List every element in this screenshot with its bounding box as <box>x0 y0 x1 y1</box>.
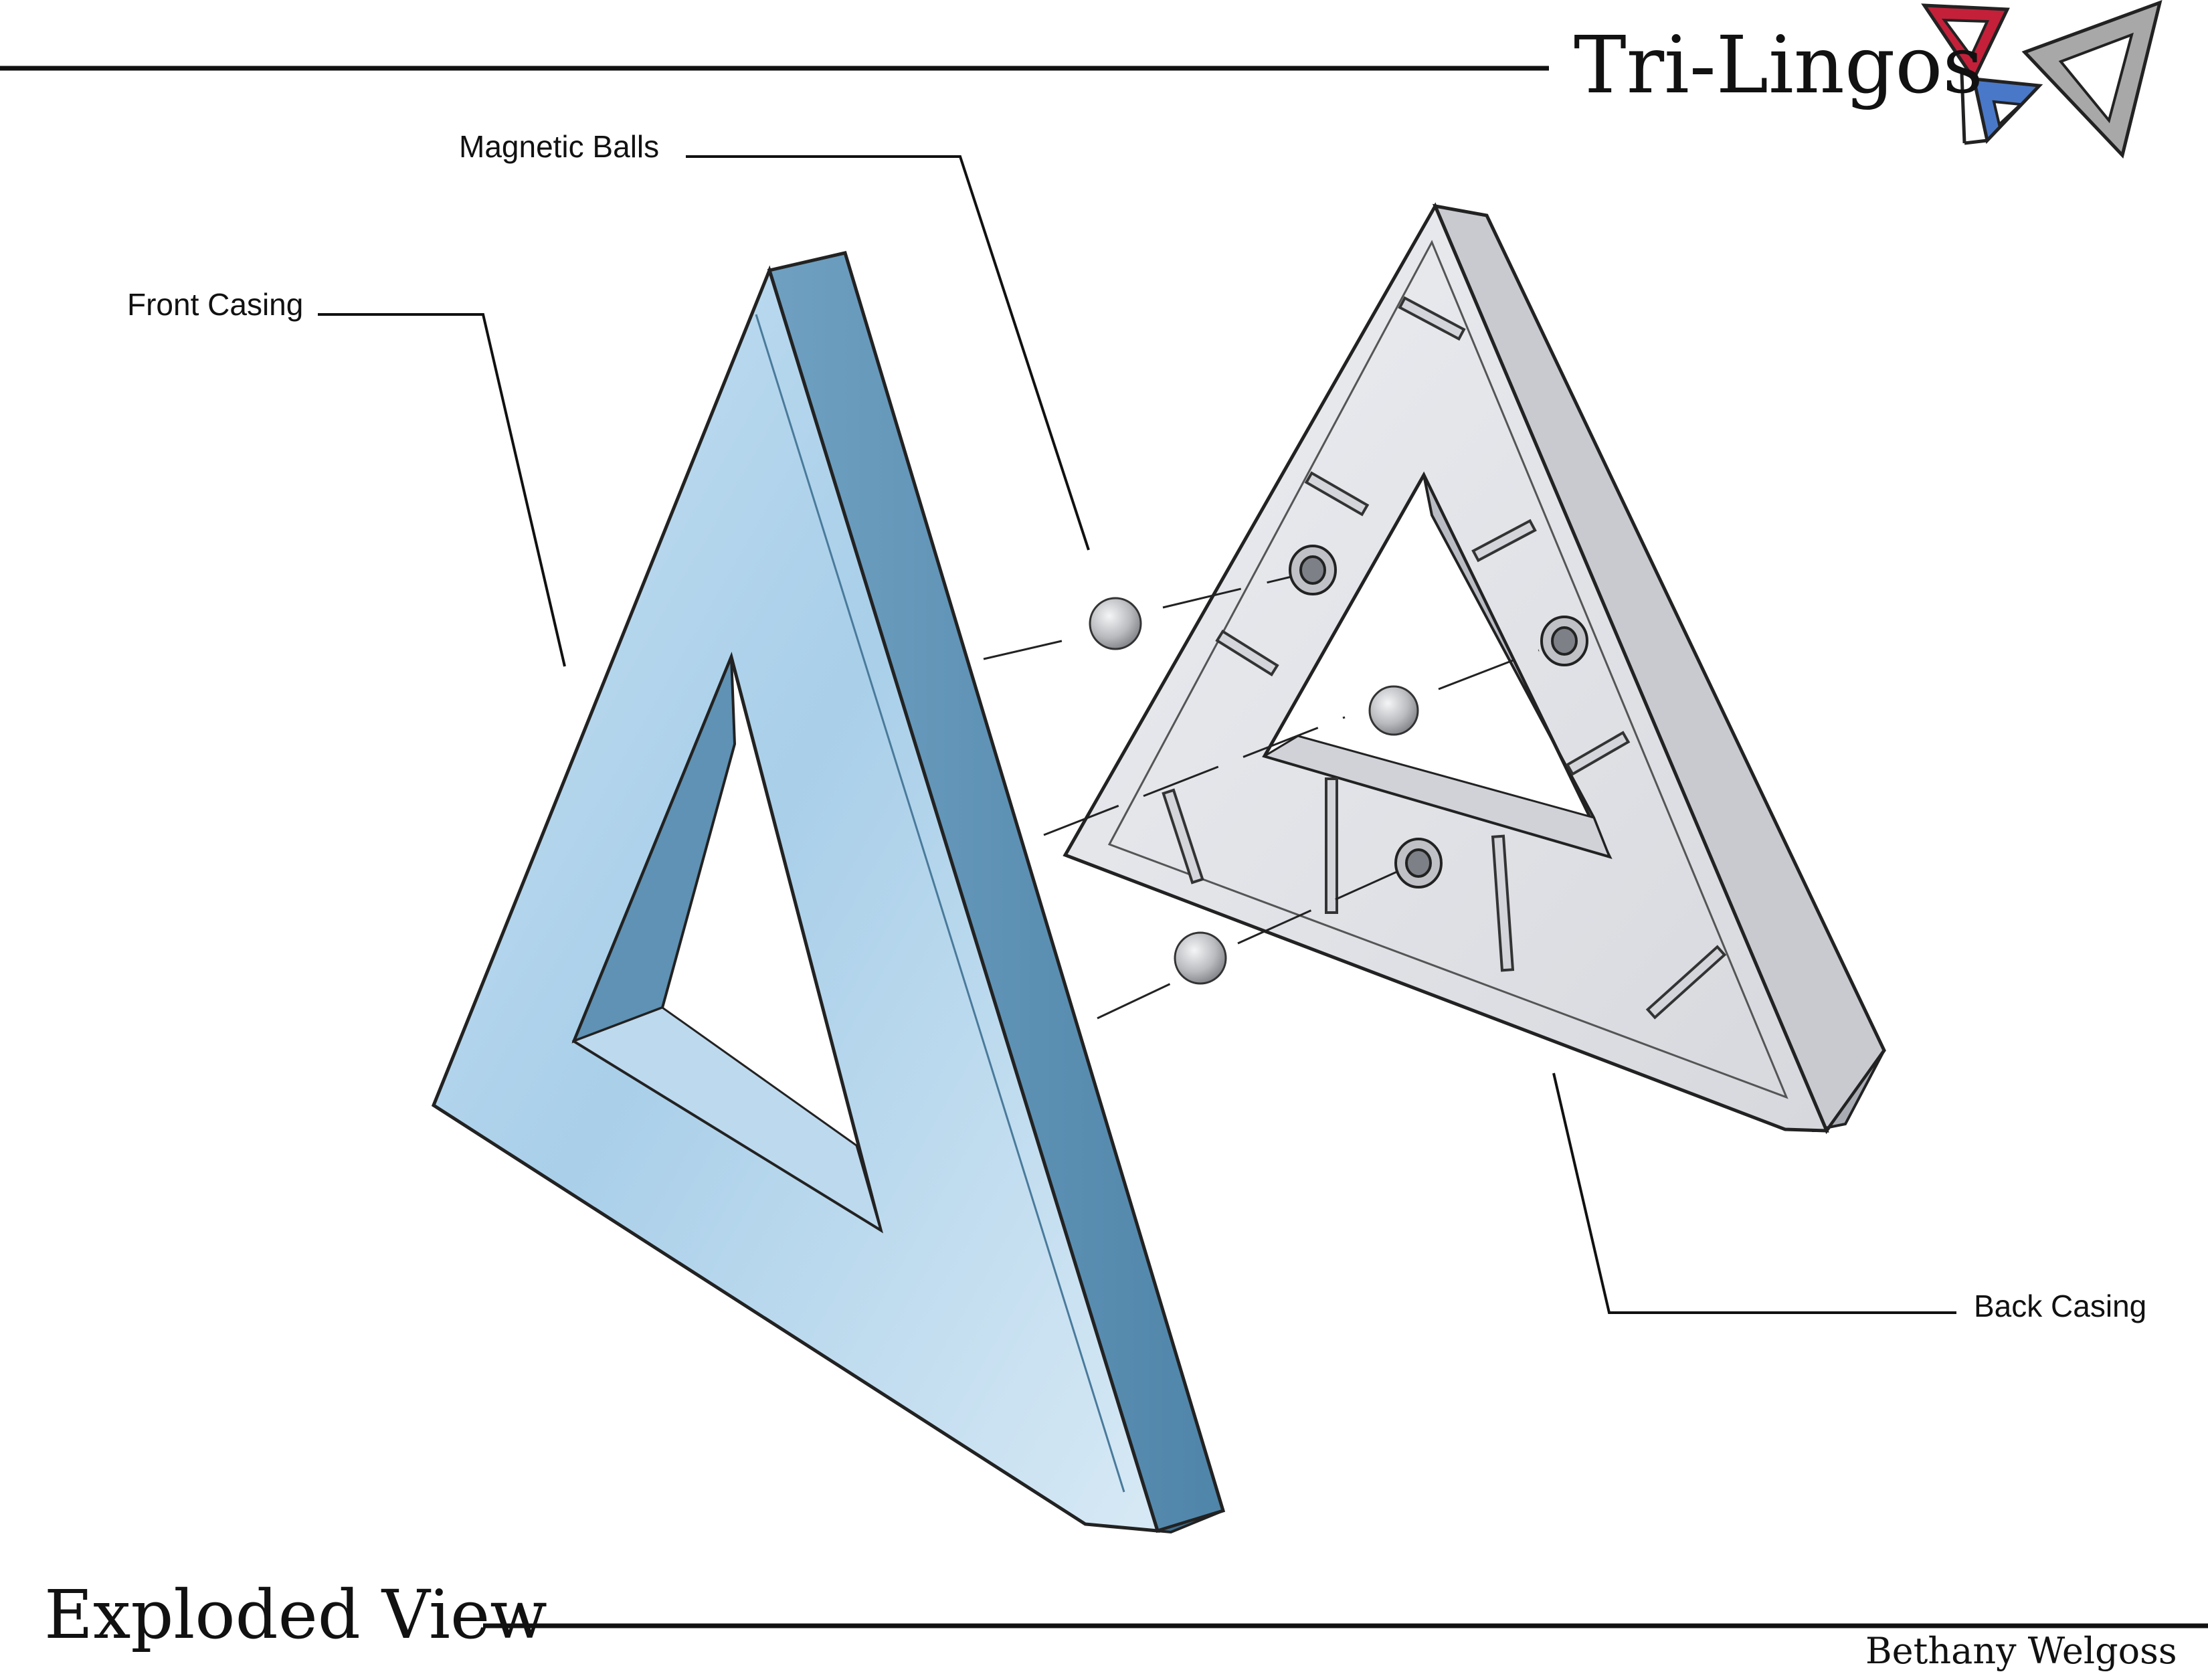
view-title: Exploded View <box>44 1576 547 1654</box>
magnetic-ball-icon <box>1089 597 1419 985</box>
front-casing-triangle-icon <box>431 251 1226 1534</box>
brand-title: Tri-Lingos <box>1574 19 1983 111</box>
callout-leaders <box>318 155 1956 1314</box>
callout-magnetic-balls: Magnetic Balls <box>459 129 660 164</box>
author-name: Bethany Welgoss <box>1865 1630 2177 1672</box>
tri-lingos-logo-icon <box>1921 0 2163 159</box>
back-casing-triangle-icon <box>1063 202 1886 1135</box>
assembly-guide-lines <box>983 575 1540 1020</box>
callout-back-casing: Back Casing <box>1974 1289 2147 1323</box>
callout-front-casing: Front Casing <box>127 287 304 322</box>
